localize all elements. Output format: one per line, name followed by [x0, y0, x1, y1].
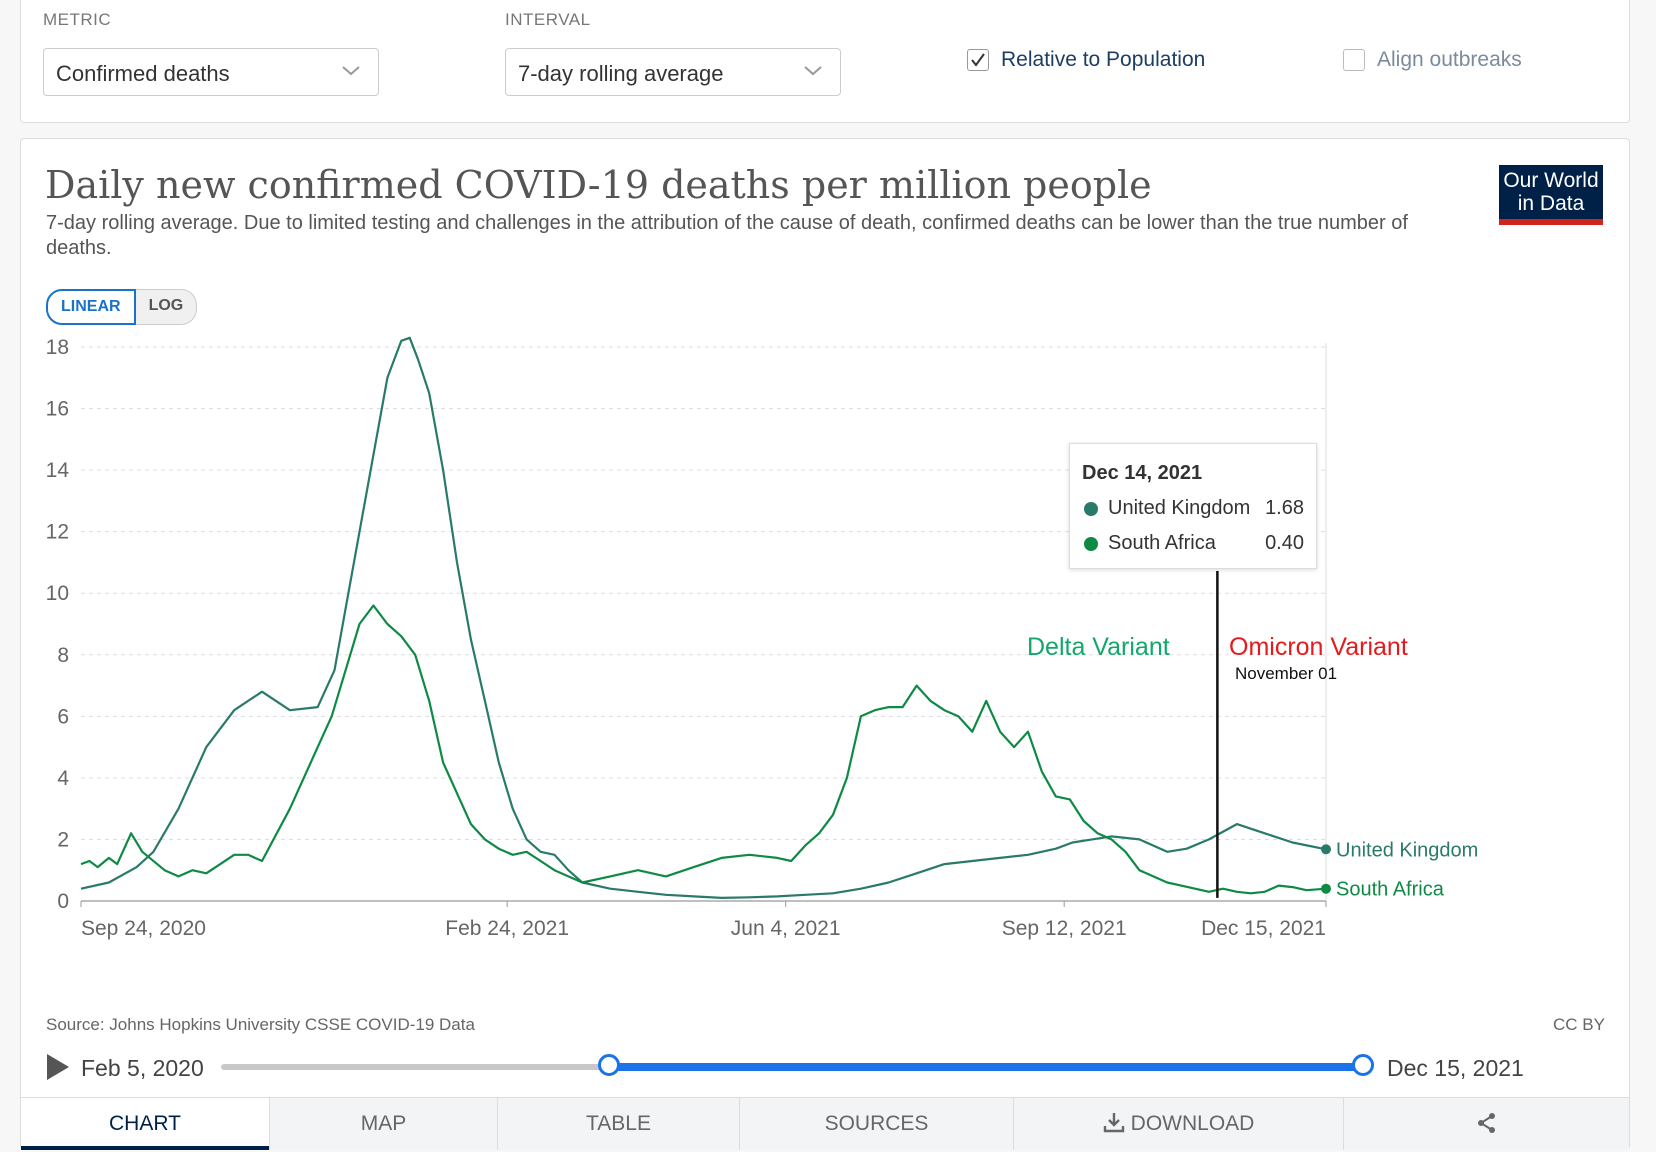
linear-scale-button[interactable]: LINEAR [46, 289, 136, 325]
checkbox-box[interactable] [967, 49, 989, 71]
tooltip-series-name: United Kingdom [1108, 497, 1251, 519]
timeline: Feb 5, 2020 Dec 15, 2021 [45, 1045, 1625, 1089]
metric-select[interactable]: Confirmed deaths [43, 48, 379, 96]
y-tick-label: 4 [57, 767, 69, 790]
logo-line-2: in Data [1517, 192, 1585, 215]
grid-lines [81, 343, 1327, 902]
chevron-down-icon [804, 66, 822, 76]
tab-download[interactable]: DOWNLOAD [1013, 1098, 1343, 1150]
tooltip-series-value: 0.40 [1265, 532, 1304, 554]
tooltip-row: United Kingdom 1.68 [1082, 496, 1304, 524]
relative-to-population-label: Relative to Population [1001, 48, 1206, 71]
timeline-start-date: Feb 5, 2020 [81, 1055, 204, 1081]
x-tick-label: Dec 15, 2021 [1201, 917, 1326, 940]
line-chart: 0 2 4 6 8 10 12 14 16 18 Sep 24, 2020 Feb 24, 2021… [46, 336, 1479, 940]
tooltip-row: South Africa 0.40 [1082, 531, 1304, 559]
tab-table[interactable]: TABLE [497, 1098, 739, 1150]
log-scale-button[interactable]: LOG [135, 289, 198, 325]
y-tick-label: 2 [57, 828, 69, 851]
variant-annotations: Delta Variant Omicron Variant November 01 [1027, 633, 1408, 683]
chart-subtitle: 7-day rolling average. Due to limited te… [46, 212, 1408, 259]
timeline-end-date: Dec 15, 2021 [1387, 1055, 1524, 1081]
interval-label: INTERVAL [505, 10, 591, 29]
omicron-date-label: November 01 [1235, 664, 1337, 683]
y-tick-label: 8 [57, 644, 69, 667]
metric-label: METRIC [43, 10, 112, 29]
series-line-south-africa [80, 604, 1327, 895]
chevron-down-icon [342, 66, 360, 76]
legend-dot-icon [1084, 537, 1098, 551]
timeline-end-handle[interactable] [1352, 1054, 1374, 1076]
y-axis: 0 2 4 6 8 10 12 14 16 18 [46, 336, 70, 913]
owid-logo[interactable]: Our World in Data [1499, 165, 1603, 225]
omicron-variant-label: Omicron Variant [1229, 633, 1408, 661]
chart-title: Daily new confirmed COVID-19 deaths per … [45, 163, 1152, 207]
series-end-label: South Africa [1336, 879, 1445, 901]
tab-sources[interactable]: SOURCES [739, 1098, 1013, 1150]
tooltip: Dec 14, 2021 United Kingdom 1.68 South Afr… [1069, 443, 1317, 569]
align-outbreaks-label: Align outbreaks [1377, 48, 1522, 71]
delta-variant-label: Delta Variant [1027, 633, 1170, 661]
interval-select[interactable]: 7-day rolling average [505, 48, 841, 96]
chart-card: Daily new confirmed COVID-19 deaths per … [20, 138, 1630, 1150]
y-tick-label: 0 [57, 890, 69, 913]
y-tick-label: 6 [57, 705, 69, 728]
x-tick-label: Sep 12, 2021 [1002, 917, 1127, 940]
x-tick-label: Jun 4, 2021 [731, 917, 841, 940]
tooltip-series-name: South Africa [1108, 532, 1216, 554]
y-tick-label: 12 [46, 521, 69, 544]
series-end-label: United Kingdom [1336, 839, 1478, 861]
checkmark-icon [971, 53, 985, 67]
x-tick-label: Sep 24, 2020 [81, 917, 206, 940]
tab-bar: CHART MAP TABLE SOURCES DOWNLOAD [21, 1097, 1629, 1150]
license-link[interactable]: CC BY [1553, 1015, 1605, 1034]
download-icon [1103, 1113, 1124, 1133]
metric-select-value: Confirmed deaths [56, 61, 230, 86]
x-axis: Sep 24, 2020 Feb 24, 2021 Jun 4, 2021 Sep 1… [80, 901, 1327, 940]
download-label: DOWNLOAD [1130, 1112, 1255, 1135]
series-line-united-kingdom [80, 336, 1327, 899]
series-end-labels: United Kingdom South Africa [1336, 839, 1478, 900]
logo-line-1: Our World [1503, 169, 1599, 192]
interval-select-value: 7-day rolling average [518, 61, 724, 86]
tab-map[interactable]: MAP [269, 1098, 497, 1150]
tooltip-date: Dec 14, 2021 [1082, 462, 1203, 484]
tab-chart[interactable]: CHART [21, 1098, 269, 1150]
y-tick-label: 10 [46, 582, 69, 605]
share-icon [1477, 1113, 1495, 1133]
legend-dot-icon [1084, 502, 1098, 516]
scale-toggle: LINEAR LOG [46, 289, 198, 325]
series-lines [80, 336, 1331, 899]
y-tick-label: 14 [46, 459, 70, 482]
series-end-point [1321, 883, 1331, 894]
timeline-range [609, 1063, 1363, 1071]
x-tick-label: Feb 24, 2021 [445, 917, 569, 940]
play-icon[interactable] [45, 1053, 71, 1081]
tab-share[interactable] [1343, 1098, 1629, 1150]
timeline-start-handle[interactable] [598, 1054, 621, 1076]
y-tick-label: 18 [46, 336, 69, 359]
y-tick-label: 16 [46, 398, 69, 421]
relative-to-population-checkbox[interactable]: Relative to Population [967, 48, 1205, 72]
controls-panel: METRIC Confirmed deaths INTERVAL 7-day r… [20, 0, 1630, 123]
source-text: Source: Johns Hopkins University CSSE CO… [46, 1015, 475, 1034]
series-end-point [1321, 844, 1331, 855]
tooltip-series-value: 1.68 [1265, 497, 1304, 519]
checkbox-box[interactable] [1343, 49, 1365, 71]
align-outbreaks-checkbox[interactable]: Align outbreaks [1343, 48, 1522, 72]
